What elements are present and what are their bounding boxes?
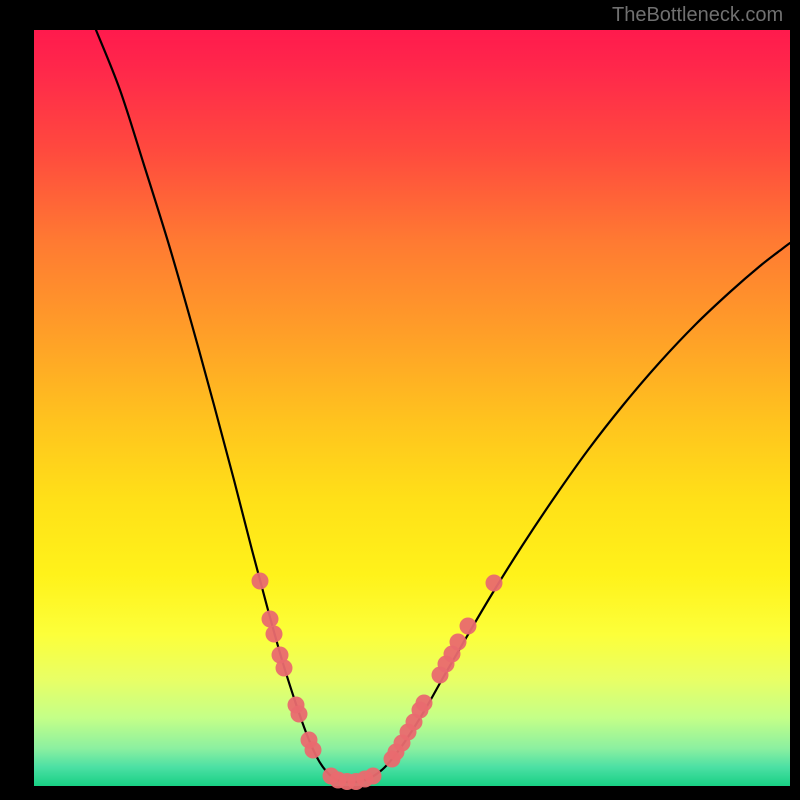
bottleneck-curve <box>96 30 790 782</box>
data-marker <box>288 697 305 714</box>
data-marker <box>412 702 429 719</box>
data-marker <box>406 714 423 731</box>
data-marker <box>262 611 279 628</box>
data-marker <box>339 773 356 790</box>
data-marker <box>357 771 374 788</box>
data-marker <box>400 724 417 741</box>
watermark-text: TheBottleneck.com <box>612 4 783 27</box>
data-marker <box>394 735 411 752</box>
plot-area <box>34 30 790 786</box>
data-marker <box>323 768 340 785</box>
data-marker <box>416 695 433 712</box>
data-marker <box>305 742 322 759</box>
data-marker <box>365 768 382 785</box>
curve-layer <box>34 30 790 786</box>
data-marker <box>291 706 308 723</box>
data-marker <box>276 660 293 677</box>
data-marker <box>330 772 347 789</box>
data-marker <box>301 732 318 749</box>
data-marker <box>348 773 365 790</box>
data-marker <box>450 634 467 651</box>
figure-canvas: TheBottleneck.com <box>0 0 800 800</box>
data-marker <box>460 618 477 635</box>
data-marker <box>432 667 449 684</box>
data-marker <box>388 744 405 761</box>
data-marker <box>384 751 401 768</box>
data-marker <box>272 647 289 664</box>
data-marker <box>266 626 283 643</box>
data-marker <box>444 646 461 663</box>
data-marker <box>486 575 503 592</box>
data-marker <box>252 573 269 590</box>
data-marker <box>438 656 455 673</box>
